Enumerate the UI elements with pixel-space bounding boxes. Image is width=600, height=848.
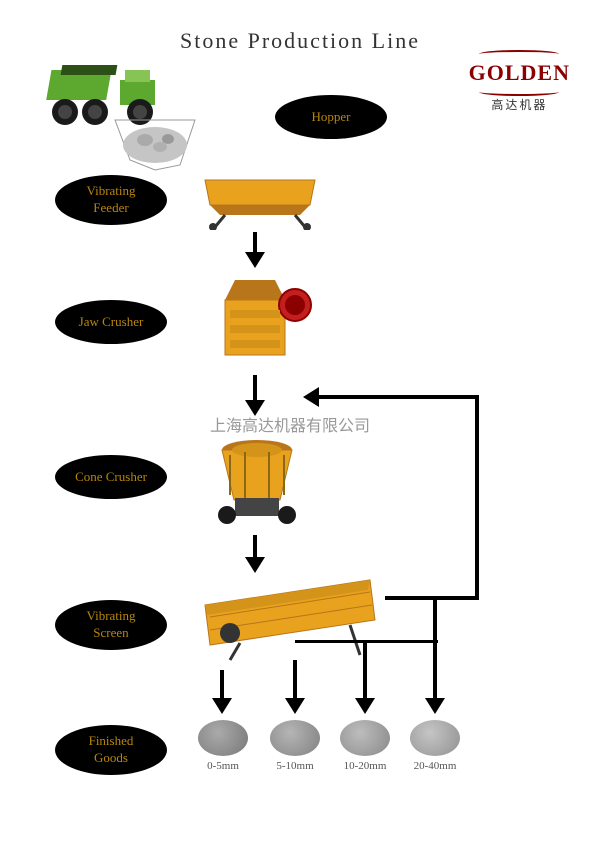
stone-pile-1 <box>198 720 248 756</box>
output-label-4: 20-40mm <box>414 760 457 772</box>
hopper-text: Hopper <box>312 109 351 126</box>
logo-curve-top <box>479 50 559 58</box>
raw-stone-pile <box>110 115 200 180</box>
output-10-20mm: 10-20mm <box>340 720 390 772</box>
output-0-5mm: 0-5mm <box>198 720 248 772</box>
arrow-out-connector-v <box>363 640 367 652</box>
feedback-line-h2 <box>318 395 479 399</box>
stage-label-jaw: Jaw Crusher <box>55 300 167 344</box>
finished-text: Finished Goods <box>89 733 134 767</box>
logo-subtitle: 高达机器 <box>469 96 570 113</box>
stone-pile-3 <box>340 720 390 756</box>
jaw-crusher <box>205 270 315 375</box>
logo-brand-text: GOLDEN <box>469 60 570 86</box>
stage-label-hopper: Hopper <box>275 95 387 139</box>
output-5-10mm: 5-10mm <box>270 720 320 772</box>
cone-text: Cone Crusher <box>75 469 147 486</box>
stage-label-finished: Finished Goods <box>55 725 167 775</box>
screen-text: Vibrating Screen <box>86 608 135 642</box>
feedback-line-h1 <box>385 596 479 600</box>
cone-crusher <box>205 420 310 535</box>
jaw-text: Jaw Crusher <box>79 314 144 331</box>
vibrating-screen <box>190 575 390 675</box>
output-label-1: 0-5mm <box>207 760 239 772</box>
stone-pile-4 <box>410 720 460 756</box>
brand-logo: GOLDEN 高达机器 <box>469 50 570 113</box>
page-title: Stone Production Line <box>180 28 420 54</box>
stage-label-screen: Vibrating Screen <box>55 600 167 650</box>
vibrating-feeder <box>195 175 325 235</box>
output-label-2: 5-10mm <box>276 760 313 772</box>
logo-curve-bottom <box>479 88 559 96</box>
feedback-arrow-head <box>303 387 319 407</box>
stone-pile-2 <box>270 720 320 756</box>
arrow-out-connector-v2 <box>433 600 437 643</box>
output-label-3: 10-20mm <box>344 760 387 772</box>
feedback-line-v1 <box>475 395 479 600</box>
stage-label-feeder: Vibrating Feeder <box>55 175 167 225</box>
feeder-text: Vibrating Feeder <box>86 183 135 217</box>
output-20-40mm: 20-40mm <box>410 720 460 772</box>
stage-label-cone: Cone Crusher <box>55 455 167 499</box>
